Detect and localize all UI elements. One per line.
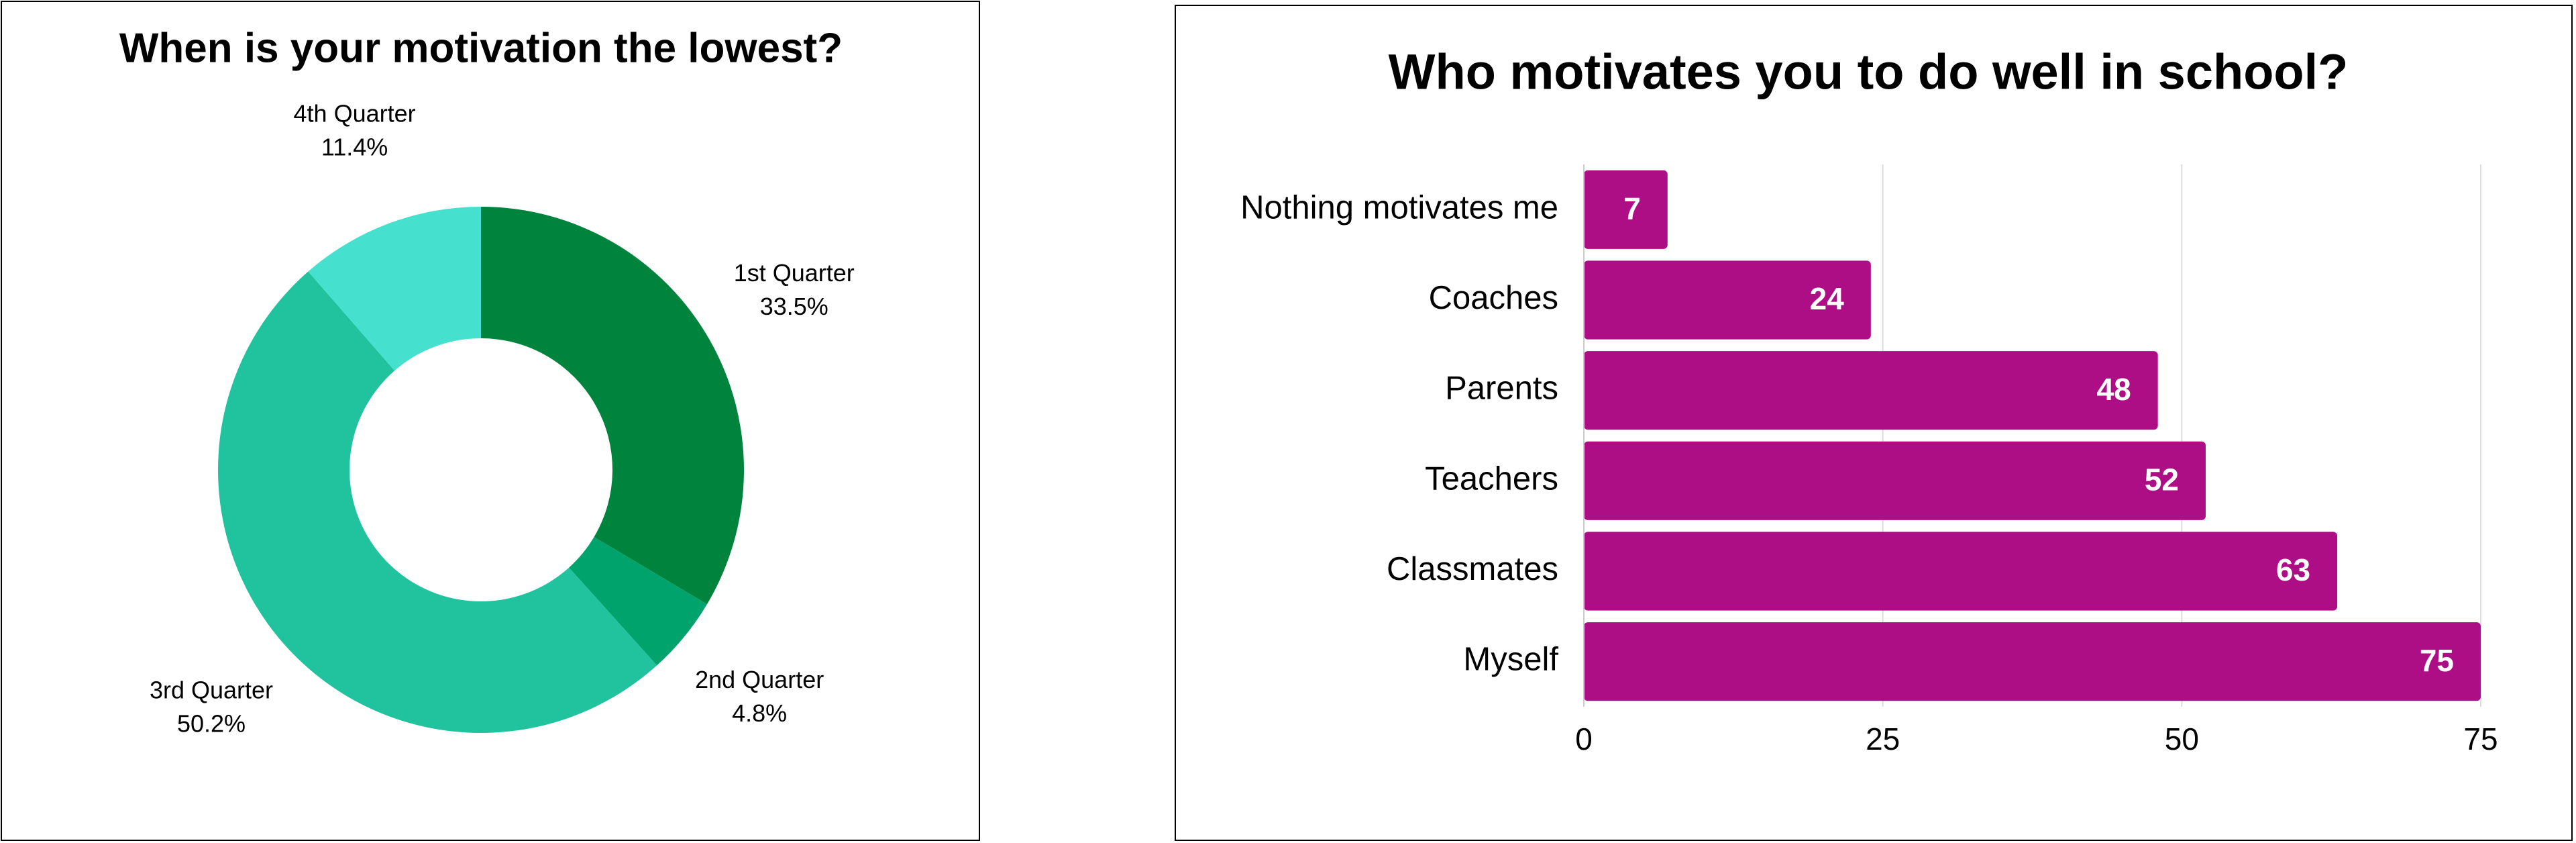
x-tick-label: 50 — [2165, 722, 2199, 756]
x-tick-label: 25 — [1866, 722, 1900, 756]
y-tick-label: Parents — [1445, 370, 1558, 407]
slice-value-label: 33.5% — [760, 293, 828, 320]
bar — [1584, 170, 1668, 249]
bar — [1584, 441, 2206, 520]
donut-slice — [308, 207, 481, 371]
slice-label: 1st Quarter — [734, 259, 855, 287]
bar-value-label: 48 — [2097, 372, 2131, 407]
donut-slice — [481, 207, 745, 605]
slice-label: 3rd Quarter — [150, 677, 273, 704]
chart-title: When is your motivation the lowest? — [119, 25, 843, 71]
bar — [1584, 622, 2481, 701]
y-tick-label: Myself — [1463, 642, 1558, 678]
bar — [1584, 532, 2338, 611]
slice-value-label: 4.8% — [732, 699, 787, 727]
y-tick-label: Nothing motivates me — [1240, 189, 1558, 226]
left-panel — [1, 1, 980, 841]
y-tick-label: Coaches — [1429, 280, 1558, 316]
bar-value-label: 75 — [2420, 643, 2454, 678]
slice-label: 2nd Quarter — [695, 666, 824, 693]
y-tick-label: Classmates — [1387, 551, 1558, 587]
bar — [1584, 351, 2158, 430]
bar — [1584, 260, 1871, 340]
x-tick-label: 0 — [1575, 722, 1593, 756]
bar-value-label: 63 — [2276, 552, 2310, 587]
right-panel — [1175, 5, 2573, 841]
slice-label: 4th Quarter — [294, 100, 416, 128]
x-tick-label: 75 — [2463, 722, 2498, 756]
slice-value-label: 11.4% — [321, 134, 388, 161]
bar-value-label: 52 — [2145, 462, 2179, 497]
bar-value-label: 24 — [1810, 281, 1845, 316]
donut-slice — [569, 537, 707, 666]
slice-value-label: 50.2% — [177, 710, 246, 738]
bar-value-label: 7 — [1623, 191, 1641, 226]
chart-title: Who motivates you to do well in school? — [1389, 44, 2349, 100]
donut-slice — [217, 271, 657, 734]
y-tick-label: Teachers — [1425, 460, 1558, 497]
